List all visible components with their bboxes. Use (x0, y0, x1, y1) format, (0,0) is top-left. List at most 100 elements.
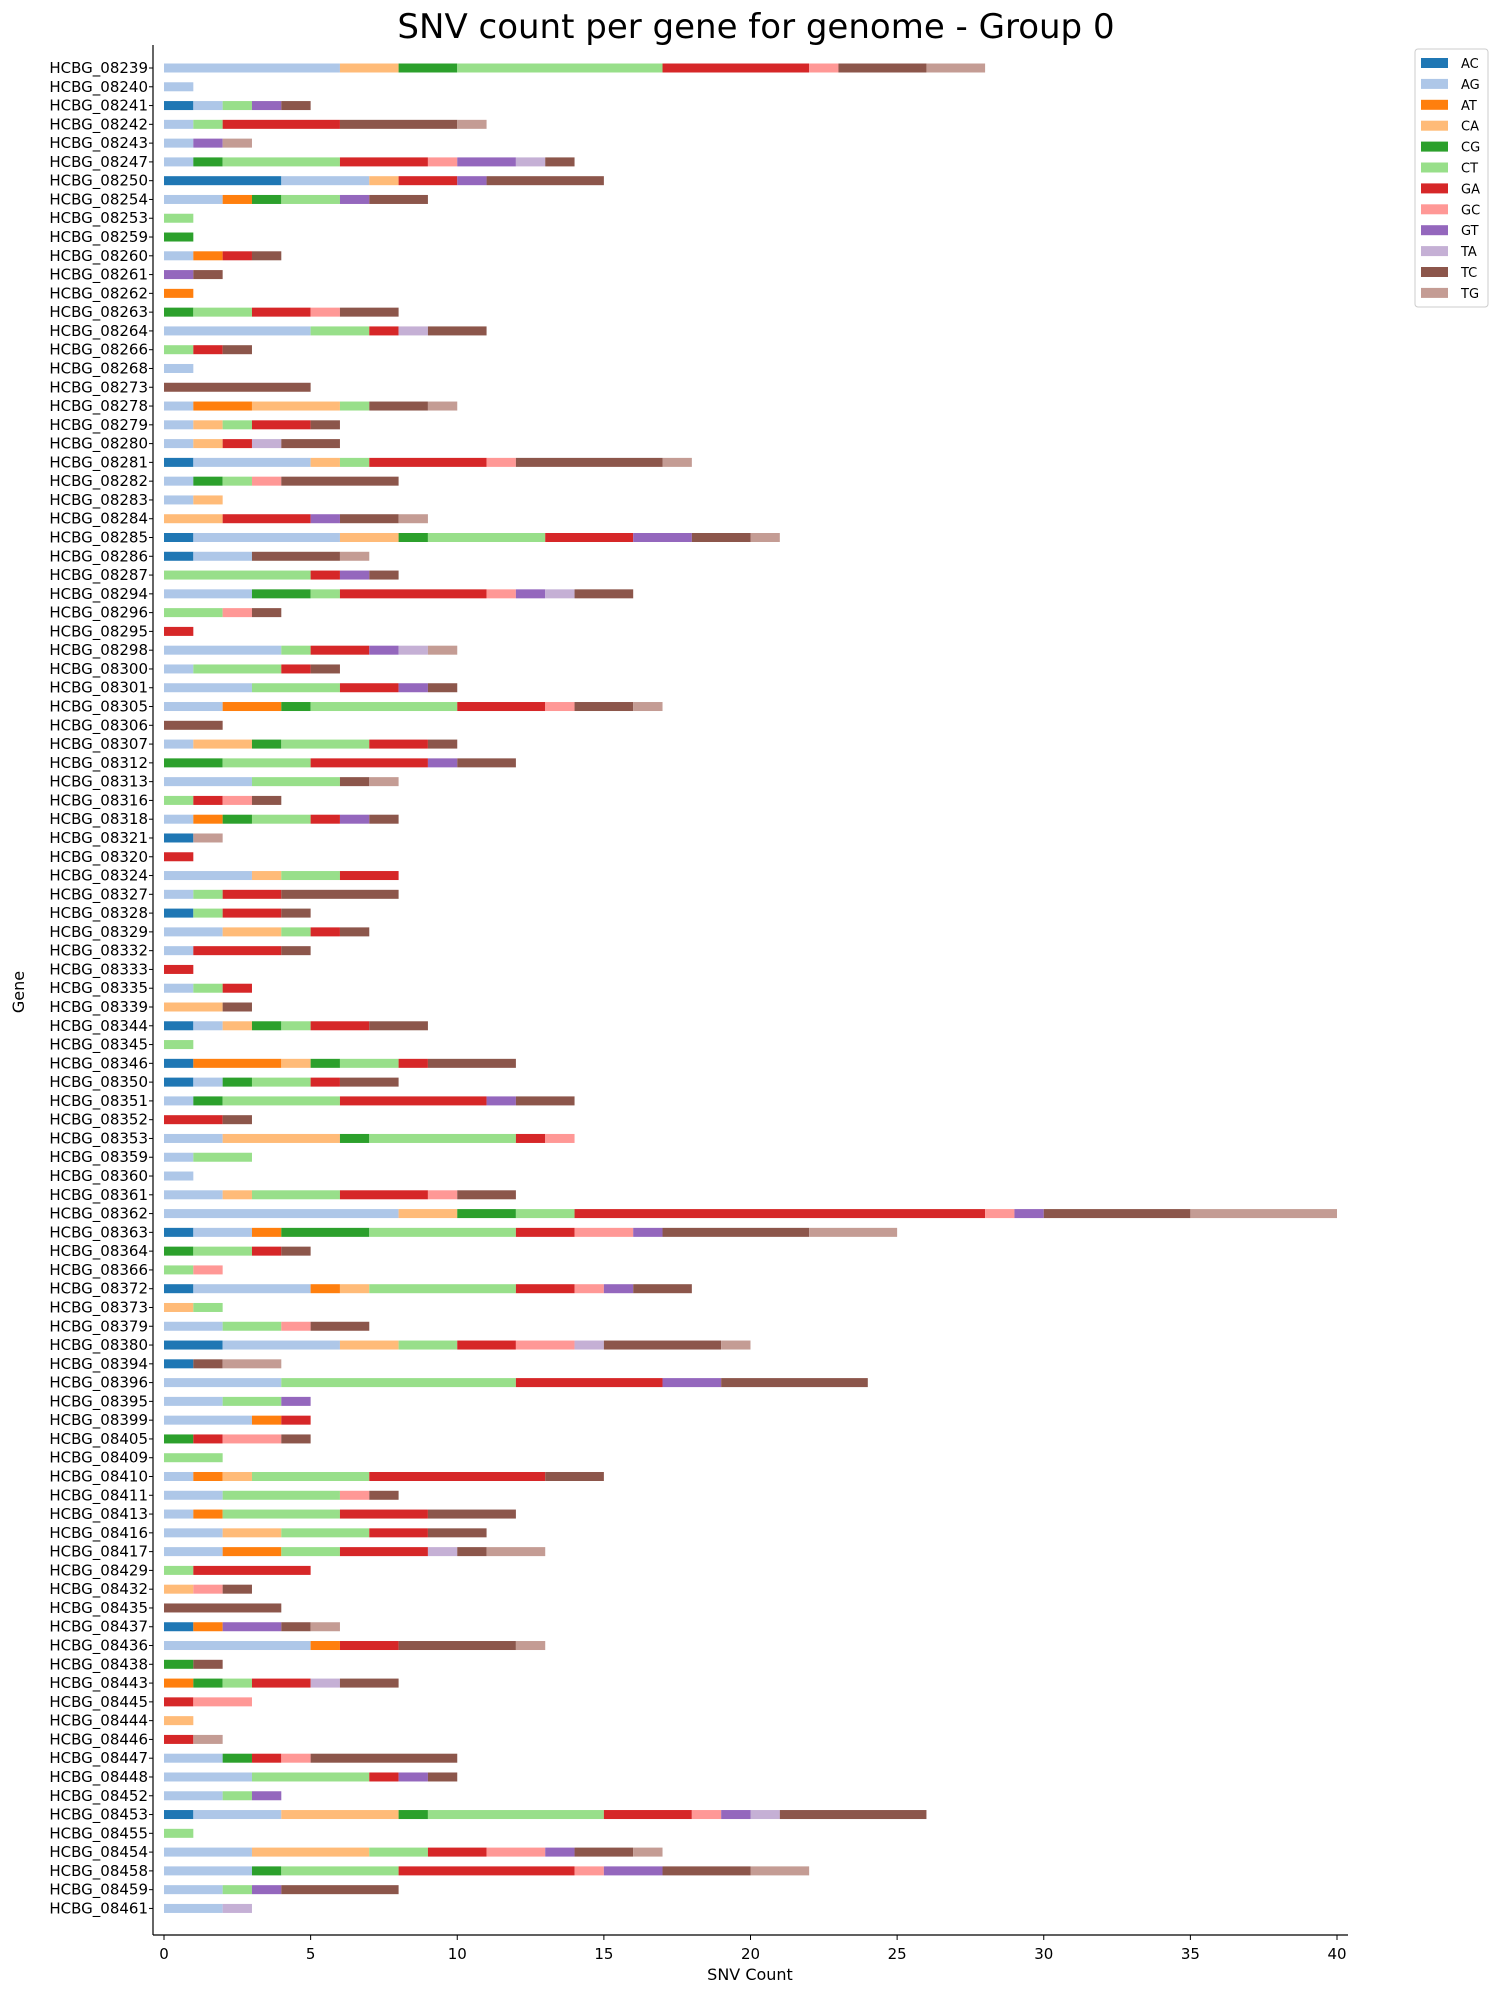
bar-segment-AC (164, 1359, 194, 1369)
bar-segment-GA (339, 683, 399, 693)
bar-segment-TG (721, 1340, 751, 1350)
bar-segment-GA (369, 1528, 428, 1538)
bar-segment-AG (222, 1340, 340, 1350)
y-tick-label: HCBG_08329 (49, 923, 148, 942)
legend-swatch-CA (1421, 120, 1448, 131)
y-tick-label: HCBG_08335 (49, 979, 148, 998)
bar-segment-CA (281, 1058, 311, 1068)
bar-segment-TC (369, 401, 428, 411)
bar-segment-CT (193, 889, 223, 899)
bar-segment-TC (427, 1058, 516, 1068)
bar-segment-TC (515, 457, 663, 467)
y-tick-label: HCBG_08324 (49, 867, 148, 886)
bar-segment-AG (164, 589, 252, 599)
bar-segment-GC (222, 795, 252, 805)
y-tick-label: HCBG_08273 (49, 378, 148, 397)
bar-segment-AC (164, 457, 194, 467)
bar-segment-TA (398, 326, 428, 336)
y-tick-label: HCBG_08346 (49, 1054, 148, 1073)
bar-segment-GC (574, 1866, 604, 1876)
y-tick-label: HCBG_08268 (49, 359, 148, 378)
bar-segment-CA (222, 927, 282, 937)
bar-segment-CG (193, 476, 223, 486)
bar-segment-TC (281, 101, 311, 111)
bar-segment-AG (164, 439, 194, 449)
bar-segment-GT (457, 157, 516, 167)
bar-segment-AG (164, 1490, 223, 1500)
bar-segment-CT (222, 1885, 252, 1895)
y-tick-label: HCBG_08320 (49, 848, 148, 867)
legend-label-GC: GC (1461, 203, 1480, 218)
bar-segment-GA (369, 326, 399, 336)
bar-segment-GA (603, 1810, 692, 1820)
bar-segment-TC (251, 551, 340, 561)
bar-segment-TG (193, 1734, 223, 1744)
bar-segment-GA (310, 814, 340, 824)
y-tick-label: HCBG_08411 (49, 1486, 148, 1505)
bar-segment-TC (369, 1021, 428, 1031)
bar-segment-GA (193, 345, 223, 355)
bar-segment-TC (457, 758, 516, 768)
bar-segment-GC (545, 702, 575, 712)
bar-segment-TG (926, 63, 986, 73)
bar-segment-TA (515, 157, 546, 167)
bar-segment-AG (164, 363, 194, 373)
bar-segment-AC (164, 101, 194, 111)
bar-segment-CT (222, 1791, 252, 1801)
bar-segment-TC (339, 514, 399, 524)
bar-segment-CA (193, 420, 223, 430)
y-tick-label: HCBG_08413 (49, 1505, 148, 1524)
bar-segment-CT (164, 1565, 194, 1575)
bar-segment-GC (545, 1133, 575, 1143)
bar-segment-CT (193, 1152, 252, 1162)
bar-segment-GA (369, 457, 487, 467)
bar-segment-GT (251, 1885, 282, 1895)
bar-segment-TC (339, 1077, 399, 1087)
bar-segment-CG (281, 702, 311, 712)
bar-segment-TG (427, 645, 458, 655)
bar-segment-TC (164, 382, 311, 392)
x-tick-label: 30 (1034, 1945, 1053, 1963)
bar-segment-GC (574, 1284, 604, 1294)
bar-segment-TC (721, 1378, 868, 1388)
bar-segment-GA (339, 157, 428, 167)
bar-segment-AC (164, 551, 194, 561)
y-tick-label: HCBG_08364 (49, 1242, 148, 1261)
bar-segment-CT (222, 1678, 252, 1688)
bar-segment-CG (222, 1753, 252, 1763)
bar-segment-TC (457, 1190, 516, 1200)
bar-segment-CT (251, 683, 340, 693)
y-tick-label: HCBG_08416 (49, 1524, 148, 1543)
bar-segment-GA (164, 1734, 194, 1744)
bar-segment-GC (427, 1190, 458, 1200)
bar-segment-GT (251, 1791, 282, 1801)
legend-swatch-AG (1421, 78, 1448, 89)
bar-segment-GT (603, 1284, 634, 1294)
bar-segment-CT (251, 1772, 370, 1782)
bar-segment-CT (193, 664, 282, 674)
bar-segment-TC (662, 1227, 810, 1237)
bar-segment-TC (691, 533, 751, 542)
bar-segment-CT (251, 777, 340, 787)
bar-segment-AG (164, 1753, 223, 1763)
bar-segment-CT (164, 608, 223, 618)
bar-segment-AG (164, 1190, 223, 1200)
x-tick-label: 25 (888, 1945, 907, 1963)
bar-segment-CG (457, 1209, 516, 1219)
bar-segment-CA (222, 1472, 252, 1481)
bar-segment-TC (281, 1246, 311, 1256)
bar-segment-GC (193, 1584, 223, 1594)
bar-segment-CT (164, 1265, 194, 1275)
bar-segment-GC (222, 1434, 282, 1444)
bar-segment-CA (339, 63, 399, 73)
bar-segment-CG (164, 307, 194, 317)
bar-segment-AG (164, 1847, 252, 1857)
y-tick-label: HCBG_08332 (49, 942, 148, 961)
y-tick-label: HCBG_08327 (49, 885, 148, 904)
bar-segment-CT (164, 345, 194, 355)
bar-segment-GA (164, 1697, 194, 1707)
bar-segment-GA (193, 1434, 223, 1444)
bar-segment-GA (515, 1378, 663, 1388)
bar-segment-AG (164, 326, 311, 336)
bar-segment-GC (222, 608, 252, 618)
